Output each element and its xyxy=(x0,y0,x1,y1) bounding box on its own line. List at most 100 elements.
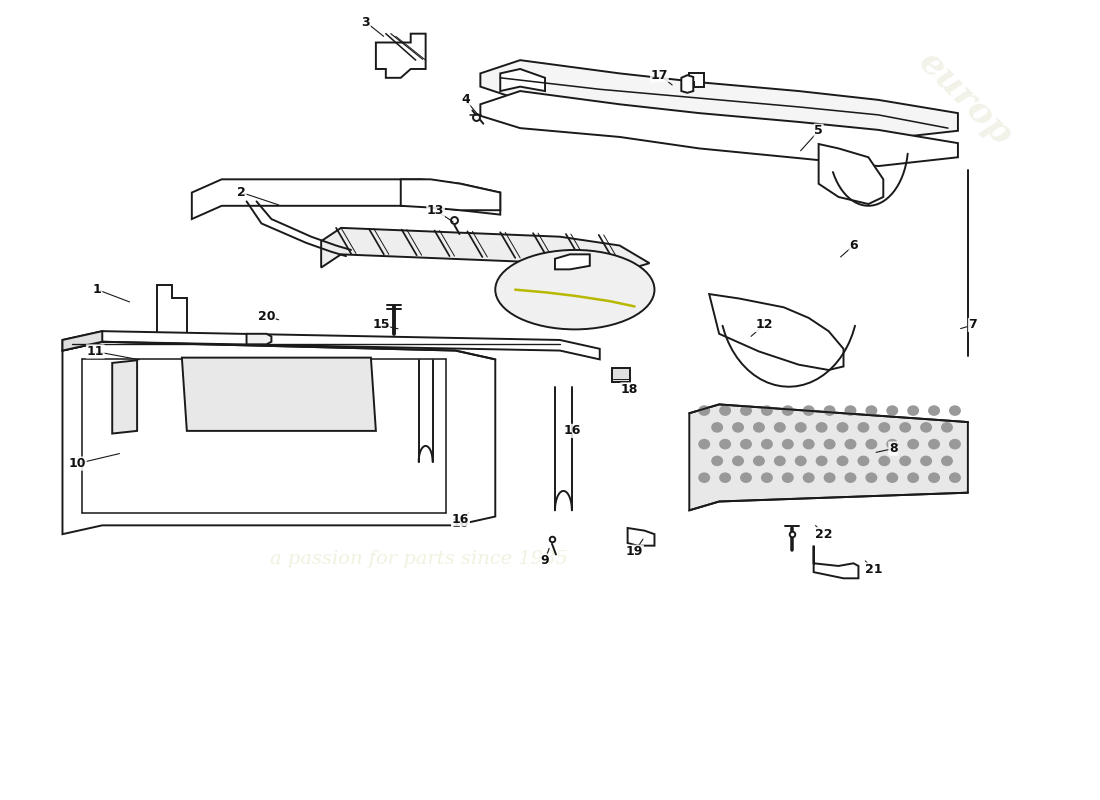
Polygon shape xyxy=(63,342,495,534)
Text: 16: 16 xyxy=(563,424,581,438)
Text: 17: 17 xyxy=(651,69,668,82)
Circle shape xyxy=(949,439,961,450)
Text: 2: 2 xyxy=(238,186,246,199)
Circle shape xyxy=(928,472,940,483)
Circle shape xyxy=(866,406,878,416)
Polygon shape xyxy=(321,228,649,272)
Text: 16: 16 xyxy=(452,513,469,526)
Circle shape xyxy=(795,422,806,433)
Circle shape xyxy=(908,472,920,483)
Text: 21: 21 xyxy=(865,563,882,576)
Circle shape xyxy=(878,456,890,466)
Text: 5: 5 xyxy=(814,124,823,138)
Text: 7: 7 xyxy=(968,318,977,331)
Text: europ: europ xyxy=(169,422,450,506)
Circle shape xyxy=(940,422,953,433)
Circle shape xyxy=(949,472,961,483)
Circle shape xyxy=(940,456,953,466)
Circle shape xyxy=(719,472,732,483)
Polygon shape xyxy=(710,294,844,370)
Circle shape xyxy=(899,422,911,433)
Circle shape xyxy=(816,456,827,466)
Circle shape xyxy=(878,422,890,433)
Polygon shape xyxy=(628,528,654,546)
Text: 16: 16 xyxy=(452,517,469,530)
Circle shape xyxy=(887,439,899,450)
Circle shape xyxy=(866,472,878,483)
Polygon shape xyxy=(182,358,376,431)
Circle shape xyxy=(845,472,857,483)
Circle shape xyxy=(740,406,752,416)
Circle shape xyxy=(845,439,857,450)
Circle shape xyxy=(908,406,920,416)
Circle shape xyxy=(816,422,827,433)
Text: 19: 19 xyxy=(626,546,644,558)
Polygon shape xyxy=(681,75,693,93)
Circle shape xyxy=(719,406,732,416)
Polygon shape xyxy=(818,144,883,204)
Circle shape xyxy=(887,406,899,416)
Circle shape xyxy=(698,472,711,483)
Text: europ: europ xyxy=(912,45,1020,152)
Circle shape xyxy=(795,456,806,466)
Circle shape xyxy=(928,439,940,450)
Circle shape xyxy=(866,439,878,450)
Text: 1: 1 xyxy=(92,283,101,296)
Text: 12: 12 xyxy=(756,318,772,331)
Circle shape xyxy=(712,422,723,433)
Text: 13: 13 xyxy=(427,204,444,217)
Circle shape xyxy=(782,406,794,416)
Polygon shape xyxy=(690,74,704,86)
Circle shape xyxy=(761,439,773,450)
Circle shape xyxy=(928,406,940,416)
Circle shape xyxy=(774,456,785,466)
Circle shape xyxy=(857,456,869,466)
Circle shape xyxy=(740,439,752,450)
Polygon shape xyxy=(556,254,590,270)
Circle shape xyxy=(698,439,711,450)
Polygon shape xyxy=(400,179,500,210)
Circle shape xyxy=(740,472,752,483)
Text: 10: 10 xyxy=(68,457,86,470)
Text: 18: 18 xyxy=(620,383,638,396)
Circle shape xyxy=(761,472,773,483)
Polygon shape xyxy=(112,360,138,434)
Polygon shape xyxy=(481,60,958,139)
Circle shape xyxy=(857,422,869,433)
Polygon shape xyxy=(376,34,426,78)
Polygon shape xyxy=(500,69,544,91)
Circle shape xyxy=(782,472,794,483)
Circle shape xyxy=(754,422,764,433)
Text: 6: 6 xyxy=(849,239,858,252)
Circle shape xyxy=(920,422,932,433)
Circle shape xyxy=(845,406,857,416)
Circle shape xyxy=(761,406,773,416)
Polygon shape xyxy=(246,334,272,344)
Text: 8: 8 xyxy=(889,442,898,455)
Circle shape xyxy=(719,439,732,450)
Polygon shape xyxy=(63,331,102,350)
Text: 11: 11 xyxy=(87,345,104,358)
Text: 4: 4 xyxy=(461,94,470,106)
Circle shape xyxy=(824,439,836,450)
Circle shape xyxy=(824,472,836,483)
Polygon shape xyxy=(63,331,600,359)
Circle shape xyxy=(803,406,815,416)
Circle shape xyxy=(836,422,848,433)
Text: 15: 15 xyxy=(372,318,389,331)
Text: 9: 9 xyxy=(541,554,549,567)
Polygon shape xyxy=(814,546,858,578)
Text: 3: 3 xyxy=(362,16,371,29)
Circle shape xyxy=(836,456,848,466)
Text: 22: 22 xyxy=(815,528,833,541)
Polygon shape xyxy=(690,405,968,510)
Circle shape xyxy=(803,439,815,450)
Circle shape xyxy=(782,439,794,450)
Circle shape xyxy=(698,406,711,416)
Circle shape xyxy=(908,439,920,450)
Bar xyxy=(612,368,629,382)
Ellipse shape xyxy=(495,250,654,330)
Circle shape xyxy=(824,406,836,416)
Circle shape xyxy=(920,456,932,466)
Circle shape xyxy=(899,456,911,466)
